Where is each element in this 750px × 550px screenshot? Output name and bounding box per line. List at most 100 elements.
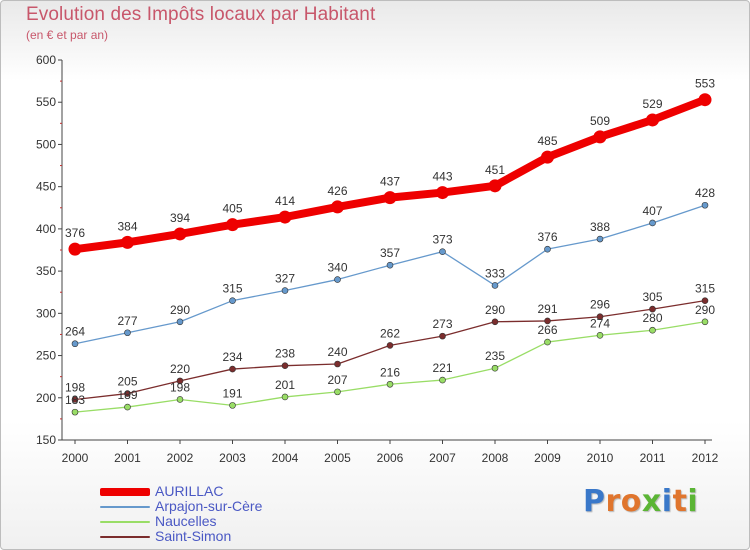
data-point bbox=[229, 365, 236, 373]
legend-label: Arpajon-sur-Cère bbox=[155, 498, 263, 514]
data-label: 340 bbox=[327, 261, 347, 275]
data-point bbox=[176, 396, 184, 403]
data-point bbox=[124, 403, 131, 411]
data-point bbox=[386, 261, 394, 269]
line-chart: 150 200 250 300 350 400 450 500 550 600 2000 2001 20… bbox=[36, 53, 719, 465]
x-tick-label: 2006 bbox=[377, 451, 404, 465]
data-point bbox=[439, 376, 446, 384]
data-label: 191 bbox=[222, 386, 242, 400]
x-tick-label: 2011 bbox=[640, 451, 666, 465]
data-label: 189 bbox=[117, 388, 137, 402]
x-tick-label: 2010 bbox=[587, 451, 614, 465]
data-label: 405 bbox=[222, 202, 242, 216]
data-point bbox=[649, 219, 656, 227]
data-point bbox=[278, 210, 292, 224]
data-label: 376 bbox=[65, 226, 85, 240]
data-point bbox=[334, 360, 341, 368]
x-tick-label: 2001 bbox=[114, 451, 141, 465]
data-point bbox=[596, 313, 604, 321]
data-label: 315 bbox=[695, 282, 715, 296]
data-point bbox=[698, 93, 712, 107]
data-label: 205 bbox=[117, 375, 137, 389]
data-point bbox=[68, 242, 82, 256]
data-point bbox=[124, 329, 131, 337]
data-point bbox=[226, 218, 239, 232]
data-point bbox=[386, 380, 394, 388]
legend-swatch bbox=[100, 536, 150, 538]
proxiti-logo: Proxiti bbox=[583, 484, 699, 519]
data-point bbox=[121, 235, 134, 249]
data-point bbox=[229, 402, 236, 409]
data-point bbox=[176, 377, 184, 385]
data-label: 240 bbox=[327, 345, 347, 359]
data-label: 485 bbox=[537, 134, 557, 148]
data-label: 280 bbox=[642, 311, 662, 325]
data-label: 273 bbox=[432, 317, 452, 331]
data-point bbox=[488, 179, 502, 193]
data-label: 388 bbox=[590, 220, 610, 234]
data-point bbox=[593, 130, 607, 144]
data-label: 264 bbox=[65, 325, 85, 339]
data-label: 290 bbox=[485, 303, 505, 317]
data-point bbox=[596, 331, 604, 339]
data-label: 290 bbox=[695, 303, 715, 317]
data-point bbox=[436, 186, 449, 200]
data-label: 451 bbox=[485, 163, 505, 177]
y-tick-label: 600 bbox=[36, 53, 56, 67]
data-label: 414 bbox=[275, 194, 295, 208]
data-point bbox=[491, 364, 499, 372]
data-label: 509 bbox=[590, 114, 610, 128]
data-point bbox=[491, 282, 499, 289]
data-label: 266 bbox=[537, 323, 557, 337]
data-point bbox=[646, 113, 659, 127]
y-tick-label: 300 bbox=[36, 306, 56, 320]
legend-label: Saint-Simon bbox=[155, 528, 232, 544]
data-label: 277 bbox=[117, 314, 137, 328]
data-label: 216 bbox=[380, 365, 400, 379]
data-label: 291 bbox=[537, 302, 557, 316]
data-label: 262 bbox=[380, 326, 400, 340]
y-tick-label: 500 bbox=[36, 137, 56, 151]
data-point bbox=[71, 396, 79, 403]
legend-label: Naucelles bbox=[155, 513, 217, 529]
y-tick-label: 200 bbox=[36, 391, 56, 405]
data-label: 296 bbox=[590, 298, 610, 312]
x-tick-label: 2007 bbox=[429, 451, 456, 465]
data-point bbox=[176, 318, 184, 326]
y-tick-label: 150 bbox=[36, 433, 56, 447]
data-point bbox=[281, 287, 289, 294]
data-point bbox=[701, 201, 709, 209]
x-tick-label: 2005 bbox=[324, 451, 351, 465]
data-label: 428 bbox=[695, 186, 715, 200]
data-point bbox=[383, 191, 397, 205]
y-tick-label: 250 bbox=[36, 349, 56, 363]
data-label: 357 bbox=[380, 246, 400, 260]
y-tick-label: 400 bbox=[36, 222, 56, 236]
data-label: 305 bbox=[642, 290, 662, 304]
data-point bbox=[173, 227, 187, 241]
y-tick-label: 450 bbox=[36, 180, 56, 194]
data-label: 290 bbox=[170, 303, 190, 317]
data-point bbox=[649, 326, 656, 334]
data-point bbox=[596, 235, 604, 243]
x-tick-label: 2004 bbox=[272, 451, 299, 465]
data-point bbox=[701, 318, 709, 326]
data-point bbox=[439, 248, 446, 255]
data-point bbox=[71, 408, 79, 416]
x-tick-label: 2003 bbox=[219, 451, 246, 465]
data-label: 221 bbox=[432, 361, 452, 375]
x-tick-label: 2002 bbox=[167, 451, 194, 465]
legend-swatch bbox=[100, 521, 150, 523]
data-point bbox=[281, 393, 289, 401]
data-label: 235 bbox=[485, 349, 505, 363]
data-label: 274 bbox=[590, 316, 610, 330]
x-tick-label: 2008 bbox=[482, 451, 509, 465]
data-point bbox=[541, 150, 554, 164]
x-tick-label: 2012 bbox=[692, 451, 719, 465]
data-label: 183 bbox=[65, 393, 85, 407]
data-point bbox=[386, 342, 394, 349]
data-label: 327 bbox=[275, 272, 295, 286]
data-point bbox=[544, 338, 551, 346]
data-label: 333 bbox=[485, 266, 505, 280]
